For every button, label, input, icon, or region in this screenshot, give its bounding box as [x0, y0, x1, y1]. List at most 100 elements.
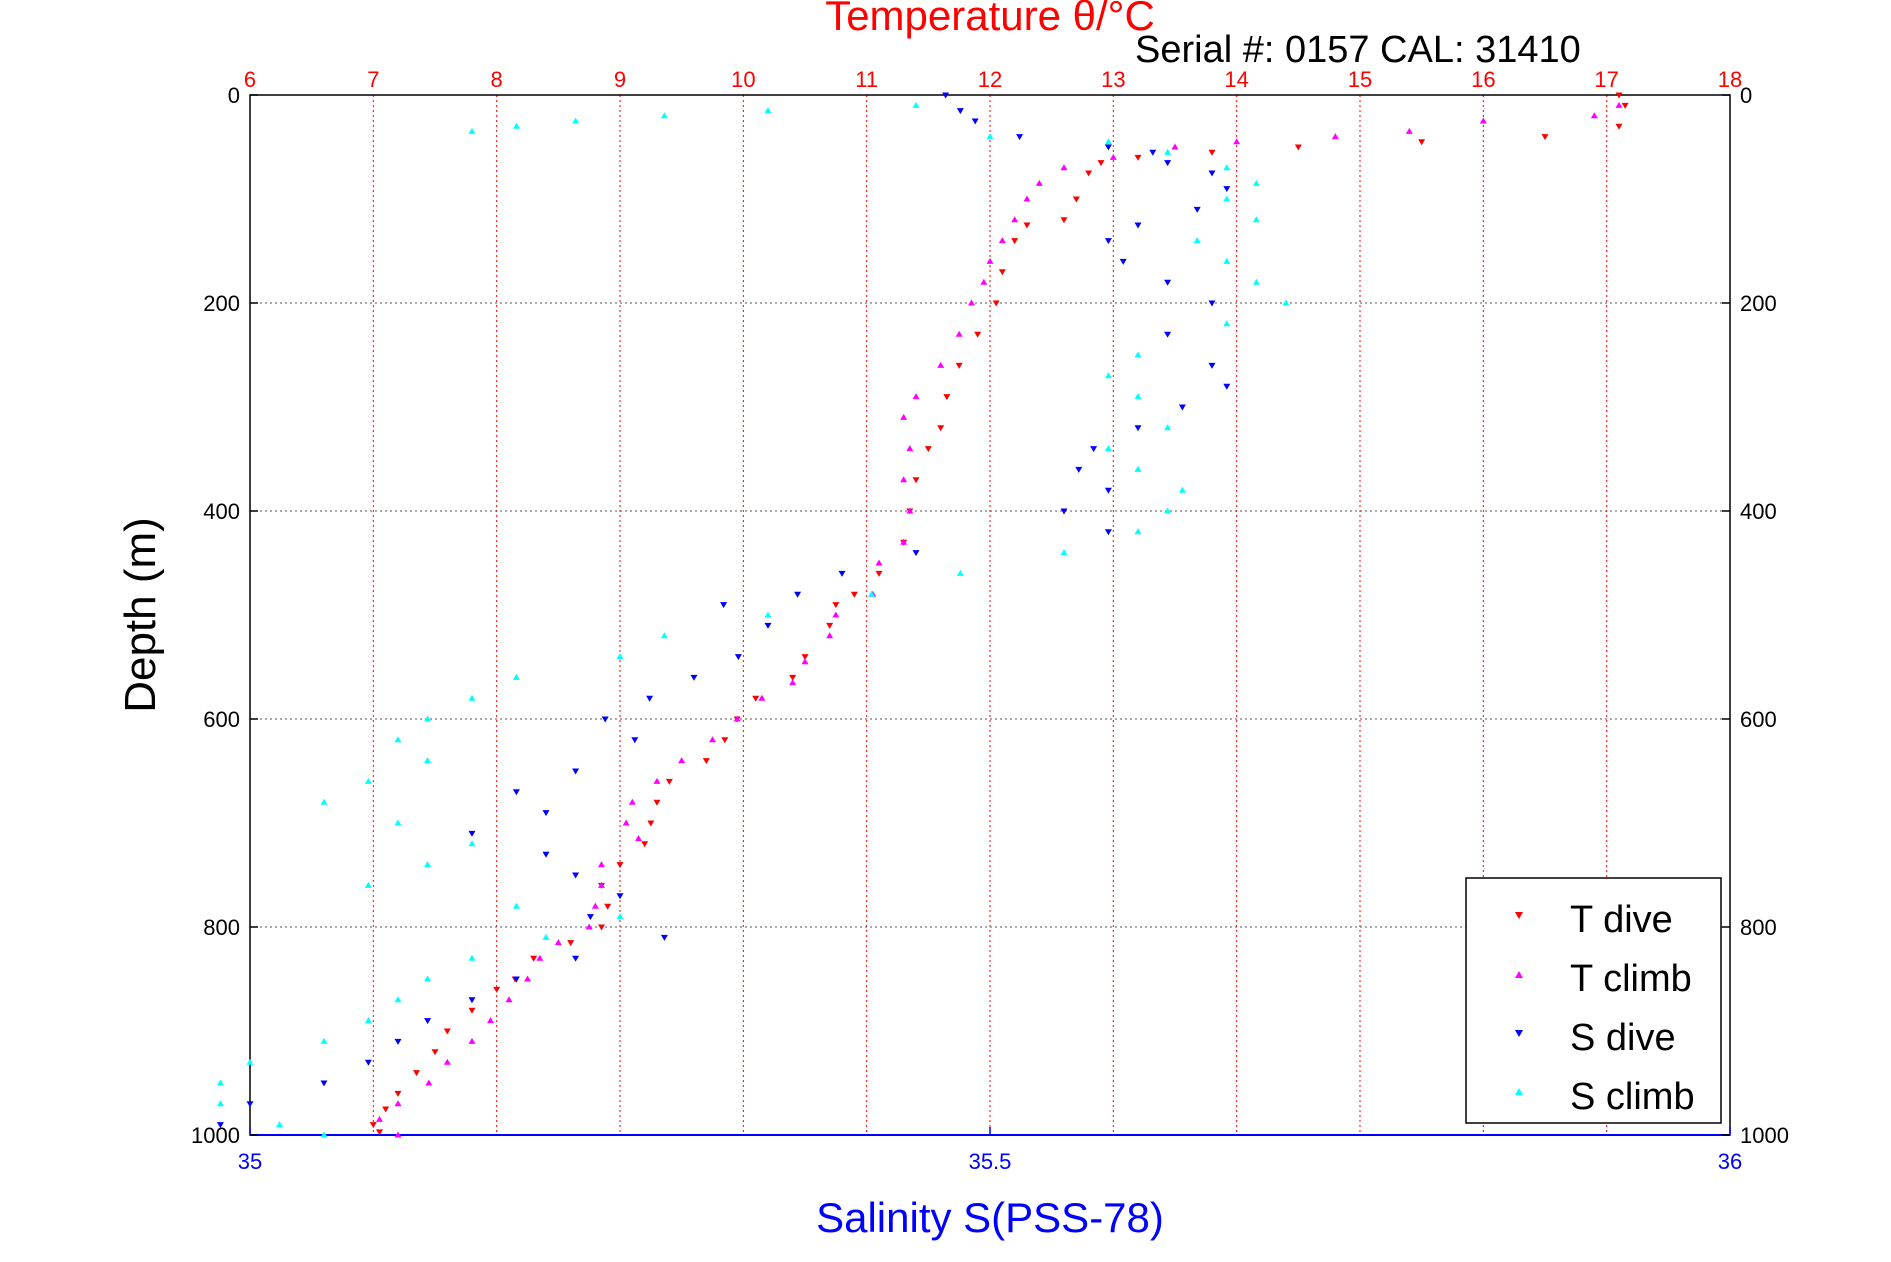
- legend-label-s-climb: S climb: [1570, 1076, 1695, 1118]
- data-point: [1104, 529, 1112, 536]
- data-point: [980, 278, 988, 285]
- temperature-tick-label: 6: [244, 67, 256, 92]
- data-point: [1282, 299, 1290, 306]
- data-point: [660, 112, 668, 119]
- data-point: [542, 810, 550, 817]
- data-point: [598, 881, 605, 888]
- data-point: [616, 893, 624, 900]
- data-point: [572, 955, 580, 962]
- temperature-tick-label: 18: [1718, 67, 1742, 92]
- data-point: [246, 1058, 254, 1065]
- data-point: [646, 695, 654, 702]
- data-point: [1104, 144, 1112, 151]
- data-point: [413, 1070, 420, 1077]
- data-point: [937, 361, 945, 368]
- salinity-tick-label: 36: [1718, 1149, 1742, 1174]
- data-point: [572, 768, 580, 775]
- temperature-tick-label: 11: [855, 67, 878, 92]
- depth-tick-label-right: 200: [1740, 291, 1777, 316]
- data-point: [720, 602, 728, 609]
- data-point: [850, 591, 858, 598]
- data-point: [1097, 160, 1105, 167]
- data-point: [721, 737, 729, 744]
- temperature-tick-label: 15: [1348, 67, 1372, 92]
- data-point: [1164, 331, 1172, 338]
- data-point: [1104, 238, 1112, 245]
- depth-axis-ticks: 0 0 200 200 400 400 600 600 800 800 1000 1000: [191, 83, 1789, 1148]
- depth-tick-label-left: 600: [203, 707, 240, 732]
- data-point: [1615, 92, 1623, 99]
- legend-label-t-climb: T climb: [1570, 958, 1692, 1000]
- legend-marker-s-dive: [1515, 1030, 1523, 1037]
- data-point: [1590, 112, 1598, 119]
- temperature-tick-label: 14: [1224, 67, 1248, 92]
- data-point: [394, 1038, 402, 1045]
- data-point: [734, 654, 742, 661]
- data-point: [653, 799, 661, 806]
- depth-tick-label-right: 800: [1740, 915, 1777, 940]
- data-point: [424, 757, 432, 764]
- data-point: [912, 393, 920, 400]
- depth-tick-label-right: 0: [1740, 83, 1752, 108]
- data-point: [591, 902, 599, 909]
- data-point: [1252, 216, 1260, 223]
- legend-marker-t-climb: [1515, 971, 1523, 978]
- legend-marker-s-climb: [1515, 1088, 1523, 1095]
- data-point: [1164, 160, 1172, 167]
- data-point: [912, 101, 920, 108]
- data-point: [826, 622, 834, 629]
- data-point: [653, 777, 661, 784]
- legend-label-t-dive: T dive: [1570, 899, 1673, 941]
- data-point: [1134, 154, 1142, 161]
- data-point: [1134, 528, 1142, 535]
- data-point: [572, 872, 580, 879]
- data-point: [468, 954, 476, 961]
- data-point: [468, 997, 476, 1004]
- data-point: [1621, 102, 1629, 109]
- data-point: [424, 1018, 432, 1025]
- data-point: [1208, 362, 1216, 369]
- legend-label-s-dive: S dive: [1570, 1017, 1676, 1059]
- data-point: [764, 622, 772, 629]
- temperature-tick-label: 17: [1594, 67, 1618, 92]
- depth-tick-label-left: 0: [228, 83, 240, 108]
- data-point: [585, 923, 593, 930]
- data-point: [641, 841, 649, 848]
- data-point: [468, 1037, 476, 1044]
- data-point: [536, 954, 544, 961]
- data-point: [216, 1122, 224, 1129]
- data-point: [554, 939, 562, 946]
- data-point: [1615, 123, 1623, 130]
- data-point: [758, 694, 766, 701]
- data-point: [364, 777, 372, 784]
- data-point: [875, 559, 883, 566]
- data-point: [1252, 179, 1260, 186]
- salinity-tick-label: 35.5: [969, 1149, 1012, 1174]
- data-point: [1075, 466, 1083, 473]
- temperature-tick-label: 7: [367, 67, 379, 92]
- data-point: [598, 924, 605, 931]
- temperature-tick-label: 16: [1471, 67, 1495, 92]
- data-point: [616, 913, 624, 920]
- data-point: [733, 715, 741, 722]
- data-point: [512, 902, 520, 909]
- data-point: [1060, 164, 1068, 171]
- data-point: [1011, 238, 1019, 245]
- data-point: [616, 862, 624, 869]
- x-axis-label: Salinity S(PSS-78): [816, 1194, 1164, 1241]
- data-point: [801, 654, 809, 661]
- data-point: [1252, 278, 1260, 285]
- data-point: [1193, 206, 1201, 213]
- data-point: [1171, 143, 1179, 150]
- data-point: [1109, 153, 1117, 160]
- data-point: [320, 798, 328, 805]
- data-point: [906, 507, 914, 514]
- data-point: [512, 976, 520, 983]
- data-point: [789, 679, 797, 686]
- data-point: [1418, 139, 1426, 146]
- series-s-dive: [216, 92, 1231, 1129]
- data-point: [635, 835, 642, 842]
- data-point: [1060, 549, 1068, 556]
- legend-marker-t-dive: [1515, 912, 1523, 919]
- data-point: [832, 611, 840, 618]
